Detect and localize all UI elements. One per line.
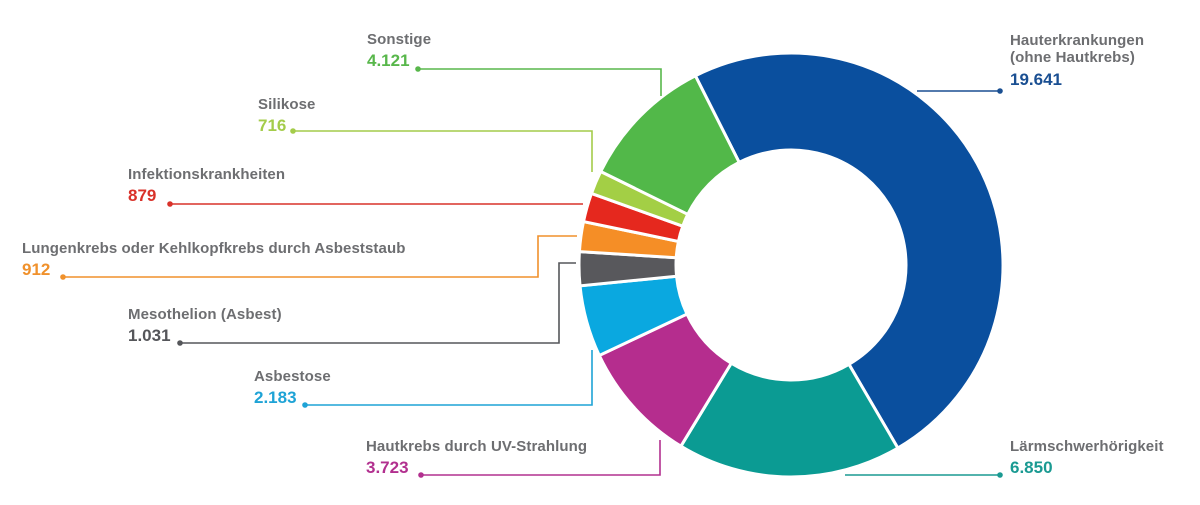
connector-dot	[290, 128, 296, 134]
connector-dot	[415, 66, 421, 72]
donut-slice	[598, 73, 742, 217]
label-value: 4.121	[367, 51, 410, 71]
label-infektionskrankheiten: Infektionskrankheiten 879	[128, 166, 285, 206]
label-value: 1.031	[128, 326, 171, 346]
label-mesothelion: Mesothelion (Asbest) 1.031	[128, 306, 282, 346]
label-sonstige: Sonstige 4.121	[367, 31, 431, 71]
label-name-line2: (ohne Hautkrebs)	[1010, 49, 1135, 67]
connector-dot	[167, 201, 173, 207]
label-name: Hautkrebs durch UV-Strahlung	[366, 438, 588, 455]
label-name: Asbestose	[254, 368, 331, 385]
donut-slice	[693, 51, 1005, 451]
connector-dot	[302, 402, 308, 408]
donut-slice	[678, 361, 900, 479]
label-lungenkrebs: Lungenkrebs oder Kehlkopfkrebs durch Asb…	[22, 240, 405, 280]
label-hautkrebs-uv: Hautkrebs durch UV-Strahlung 3.723	[366, 438, 587, 478]
label-laermschwerhoerigkeit: Lärmschwerhörigkeit 6.850	[1010, 438, 1164, 478]
label-name: Hauterkrankungen	[1010, 32, 1145, 49]
connector-line	[418, 68, 662, 96]
label-silikose: Silikose 716	[258, 96, 316, 136]
label-value: 2.183	[254, 388, 297, 408]
label-name: Sonstige	[367, 31, 432, 48]
connector-dot	[60, 274, 66, 280]
connector-dot	[177, 340, 183, 346]
connector-dot	[997, 472, 1003, 478]
connector-line	[63, 235, 577, 278]
connector-dot	[997, 88, 1003, 94]
connector-dot	[418, 472, 424, 478]
connector-line	[180, 262, 576, 344]
connector-line	[293, 130, 593, 172]
label-name: Silikose	[258, 96, 316, 113]
label-value: 912	[22, 260, 51, 280]
connector-line	[305, 350, 593, 406]
label-name: Lärmschwerhörigkeit	[1010, 438, 1164, 455]
label-value: 19.641	[1010, 69, 1062, 89]
label-value: 3.723	[366, 458, 409, 478]
label-name: Infektionskrankheiten	[128, 166, 286, 183]
label-asbestose: Asbestose 2.183	[254, 368, 331, 408]
label-value: 716	[258, 116, 287, 136]
label-hauterkrankungen: Hauterkrankungen (ohne Hautkrebs) 19.641	[1010, 32, 1144, 89]
label-value: 6.850	[1010, 458, 1053, 478]
connector-line	[421, 440, 661, 476]
label-name: Mesothelion (Asbest)	[128, 306, 282, 323]
label-name: Lungenkrebs oder Kehlkopfkrebs durch Asb…	[22, 240, 406, 257]
label-value: 879	[128, 186, 157, 206]
